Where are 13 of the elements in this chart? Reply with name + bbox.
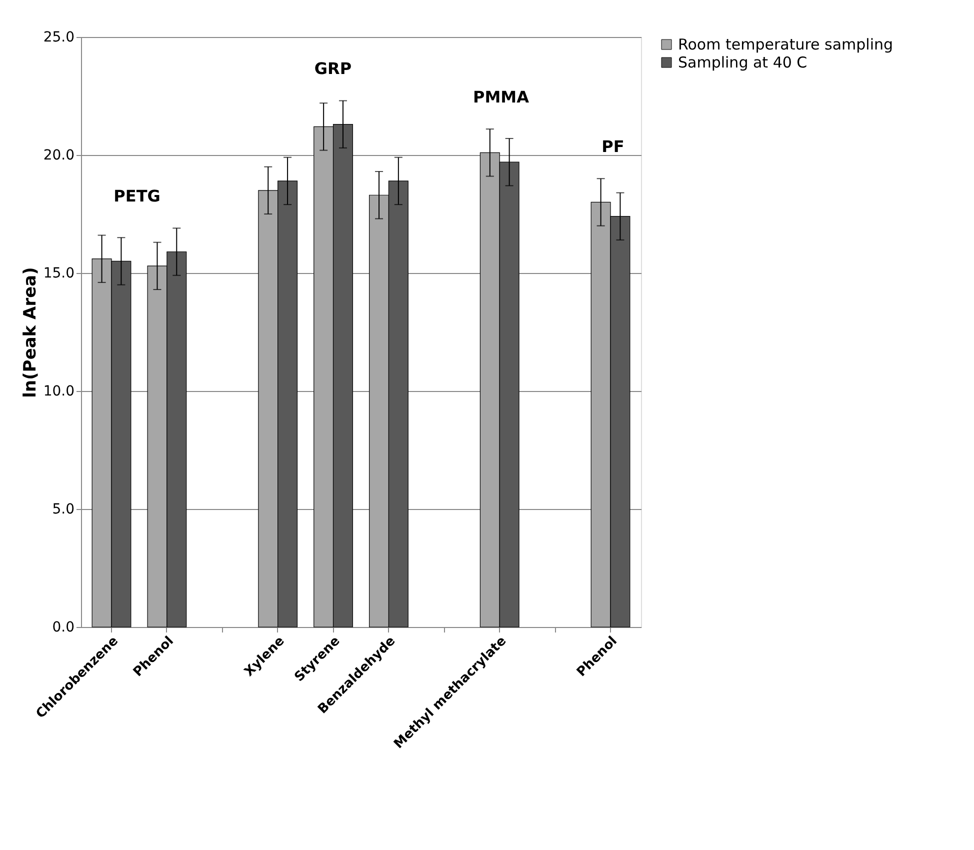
y-tick-label: 10.0 bbox=[43, 384, 74, 400]
annotation: PF bbox=[602, 137, 624, 156]
legend-label: Room temperature sampling bbox=[678, 36, 894, 54]
y-tick-label: 5.0 bbox=[52, 502, 74, 518]
y-axis-title: ln(Peak Area) bbox=[20, 267, 40, 398]
y-tick-label: 25.0 bbox=[43, 30, 74, 46]
y-tick-label: 20.0 bbox=[43, 148, 74, 164]
annotation: PMMA bbox=[473, 87, 530, 106]
y-tick-label: 15.0 bbox=[43, 266, 74, 282]
legend-label: Sampling at 40 C bbox=[678, 54, 808, 72]
annotation: GRP bbox=[314, 59, 352, 78]
y-tick-label: 0.0 bbox=[52, 620, 74, 636]
annotation: PETG bbox=[114, 186, 160, 206]
